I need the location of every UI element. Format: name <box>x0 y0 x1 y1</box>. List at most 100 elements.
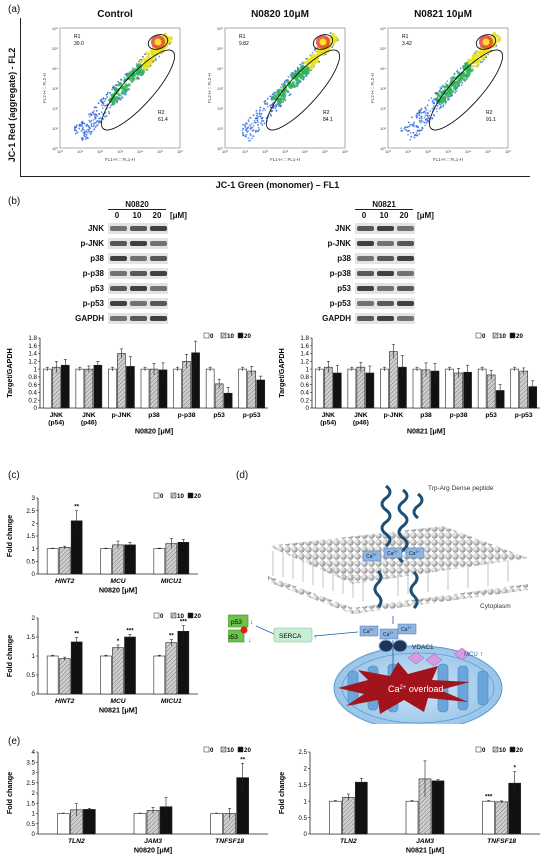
density-dot <box>301 74 305 78</box>
bar <box>177 542 190 575</box>
density-dot <box>105 93 108 96</box>
y-tick-label: 1.8 <box>28 335 37 342</box>
p53p-down-arrow: ↓ <box>248 637 252 644</box>
density-dot <box>431 117 433 120</box>
density-dot <box>154 59 157 62</box>
y-tick-label: 10² <box>52 106 58 111</box>
density-dot <box>252 135 255 138</box>
y-tick-label: 2 <box>32 615 36 622</box>
density-dot <box>93 128 96 131</box>
density-dot <box>475 64 479 68</box>
x-tick-label: 10⁴ <box>465 149 471 154</box>
blot-row-label: p-p38 <box>82 269 104 278</box>
density-dot <box>302 78 305 81</box>
density-dot <box>299 66 303 70</box>
density-dot <box>256 112 259 115</box>
density-dot <box>270 104 273 106</box>
density-dot <box>298 80 301 83</box>
density-dot <box>78 127 81 130</box>
bar <box>93 364 103 409</box>
density-dot <box>272 93 277 97</box>
density-dot <box>114 86 118 91</box>
cytosol-ca-texts: Ca2+ Ca2+ Ca2+ <box>363 626 411 638</box>
density-dot <box>269 104 271 107</box>
density-dot <box>252 125 255 127</box>
density-dot <box>95 121 97 124</box>
blot-band <box>377 301 394 306</box>
blot-band <box>397 226 414 231</box>
density-dot <box>146 61 150 65</box>
y-tick-label: 10¹ <box>52 126 58 131</box>
density-dot <box>241 129 244 131</box>
density-dot <box>256 114 258 117</box>
bar <box>46 655 59 695</box>
density-dot <box>117 93 121 97</box>
bar <box>100 655 112 695</box>
density-dot <box>85 134 88 136</box>
blot-unit-label: [μM] <box>170 211 187 220</box>
density-dot <box>423 116 426 119</box>
density-dot <box>285 79 288 81</box>
blot-dose-label: 0 <box>361 211 367 220</box>
density-dot <box>461 81 464 84</box>
density-dot <box>136 64 140 68</box>
density-dot <box>75 124 78 127</box>
density-dot <box>89 133 92 136</box>
density-dot <box>262 120 265 122</box>
density-dot <box>271 95 273 98</box>
legend-swatch <box>153 492 160 499</box>
density-dot <box>109 106 112 109</box>
bar <box>149 368 159 409</box>
gate-r2 <box>429 49 503 131</box>
density-dot <box>249 134 252 137</box>
density-dot <box>261 117 264 119</box>
vdac1-right <box>392 639 408 653</box>
bar <box>46 548 59 575</box>
density-dot <box>438 103 441 105</box>
y-tick-label: 0.8 <box>28 374 37 381</box>
bar <box>356 366 366 409</box>
bar <box>182 361 191 409</box>
blot-band <box>130 286 147 291</box>
category-label: (p46) <box>353 419 369 426</box>
bar <box>445 368 454 409</box>
x-axis-label: N0820 [μM] <box>135 427 173 436</box>
density-dot <box>258 113 261 115</box>
density-dot <box>422 111 425 113</box>
density-dot <box>89 113 92 116</box>
gate-r2-label: R2 <box>323 110 330 116</box>
density-dot <box>288 84 292 88</box>
density-dot <box>452 86 457 90</box>
legend-label: 20 <box>516 747 523 754</box>
density-dot <box>446 80 449 83</box>
density-dot <box>246 127 248 129</box>
legend-label: 20 <box>194 613 201 620</box>
density-dot <box>309 57 313 62</box>
blot-band <box>110 241 127 246</box>
density-dot <box>251 137 253 140</box>
significance-stars: * <box>117 638 120 645</box>
blot-band <box>130 301 147 306</box>
density-dot <box>331 32 335 36</box>
blot-band <box>130 316 147 321</box>
y-tick-label: 10⁶ <box>380 26 386 31</box>
density-dot <box>418 114 421 116</box>
density-dot <box>245 123 247 125</box>
bar <box>70 641 83 695</box>
density-dot <box>255 129 257 132</box>
density-dot <box>94 126 97 128</box>
density-dot <box>95 109 98 112</box>
category-label: MCU <box>110 698 125 705</box>
density-dot <box>306 71 310 75</box>
density-dot <box>475 50 480 54</box>
p53-down-arrow: ↓ <box>250 619 254 626</box>
density-dot <box>420 121 422 124</box>
bar <box>146 810 160 835</box>
blot-dose-label: 20 <box>152 211 162 220</box>
flow-x-axis-text: FL1-H :: FL1-H <box>433 157 463 162</box>
category-label: MICU1 <box>161 698 182 705</box>
blot-band <box>397 256 414 261</box>
y-tick-label: 0.4 <box>300 390 309 397</box>
y-tick-label: 1.2 <box>300 359 309 366</box>
gate-r1-value: 3.42 <box>402 41 412 47</box>
